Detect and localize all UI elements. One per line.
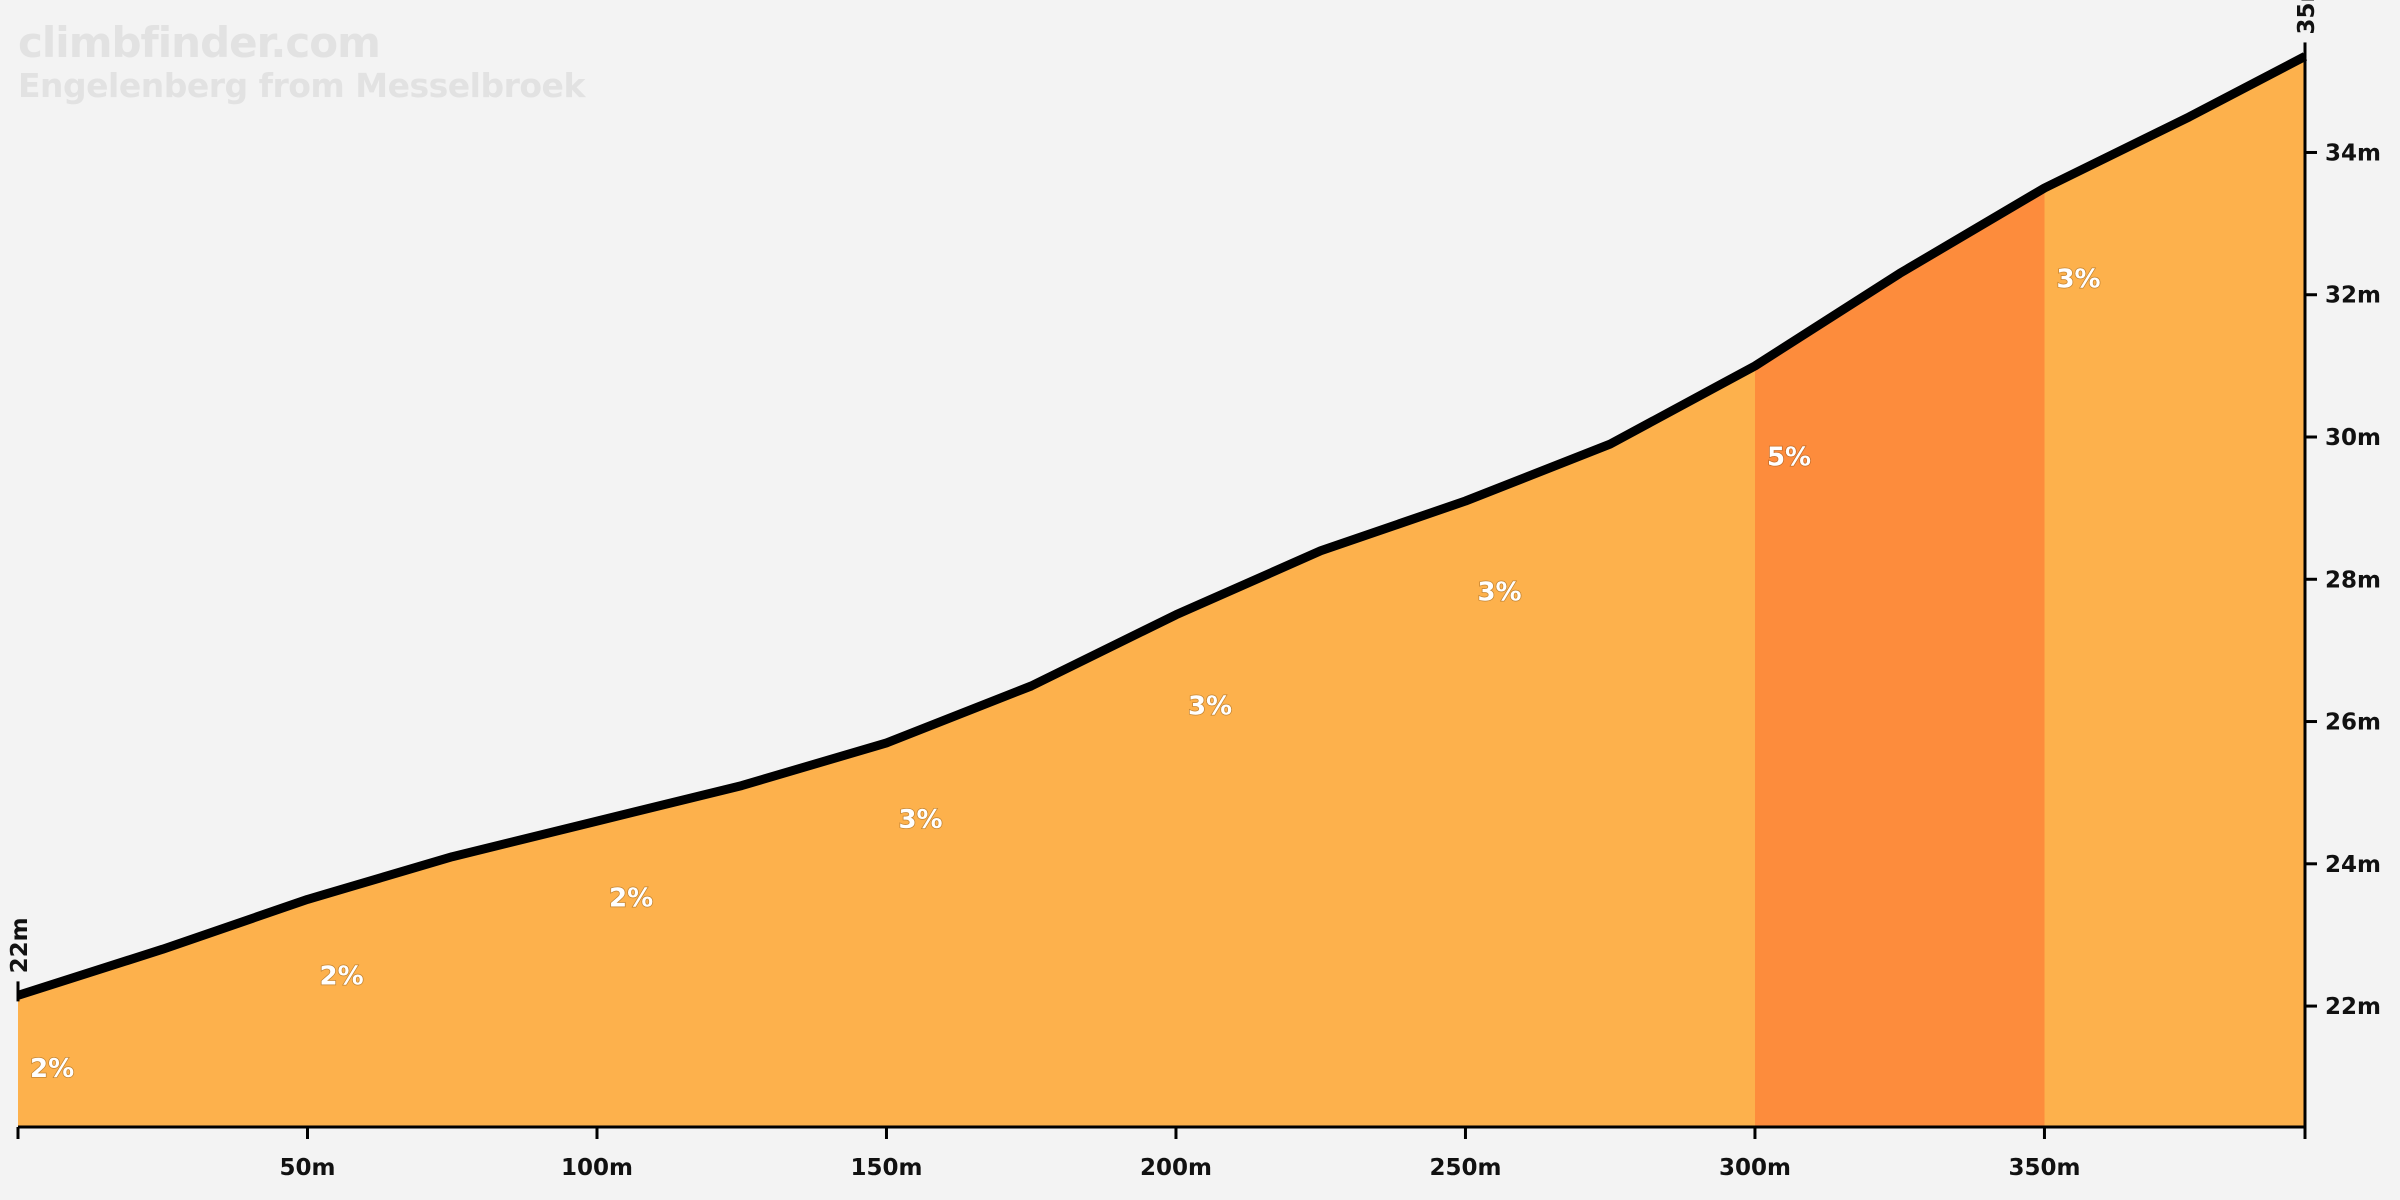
grade-label: 5%	[1767, 442, 1811, 472]
start-elevation-label: 22m	[7, 917, 33, 973]
profile-segment-1	[18, 899, 308, 1127]
x-tick-label: 150m	[850, 1155, 922, 1181]
grade-label: 2%	[319, 962, 363, 992]
grade-label: 2%	[30, 1054, 74, 1084]
profile-segment-6	[1465, 365, 1755, 1127]
y-tick-label: 24m	[2325, 852, 2381, 878]
profile-segment-7	[1755, 188, 2045, 1127]
y-tick-label: 22m	[2325, 994, 2381, 1020]
profile-segment-5	[1176, 501, 1466, 1127]
grade-label: 3%	[898, 805, 942, 835]
x-tick-label: 300m	[1719, 1155, 1791, 1181]
elevation-line	[16, 52, 2308, 1000]
profile-segment-4	[886, 614, 1176, 1127]
grade-label: 3%	[1188, 691, 1232, 721]
grade-label: 3%	[2056, 265, 2100, 295]
y-tick-label: 28m	[2325, 567, 2381, 593]
x-tick-label: 100m	[561, 1155, 633, 1181]
y-tick-label: 32m	[2325, 283, 2381, 309]
profile-segment-2	[307, 821, 597, 1127]
chart-title: Engelenberg from Messelbroek	[18, 66, 585, 105]
brand-watermark: climbfinder.com	[18, 18, 381, 67]
y-tick-label: 26m	[2325, 710, 2381, 736]
grade-label: 3%	[1477, 578, 1521, 608]
end-elevation-label: 35m	[2294, 0, 2320, 34]
y-tick-label: 30m	[2325, 425, 2381, 451]
grade-label: 2%	[609, 883, 653, 913]
x-tick-label: 200m	[1140, 1155, 1212, 1181]
x-tick-label: 250m	[1429, 1155, 1501, 1181]
y-tick-label: 34m	[2325, 140, 2381, 166]
x-tick-label: 50m	[280, 1155, 336, 1181]
profile-segment-8	[2044, 56, 2305, 1127]
profile-segment-3	[597, 742, 887, 1127]
x-tick-label: 350m	[2008, 1155, 2080, 1181]
